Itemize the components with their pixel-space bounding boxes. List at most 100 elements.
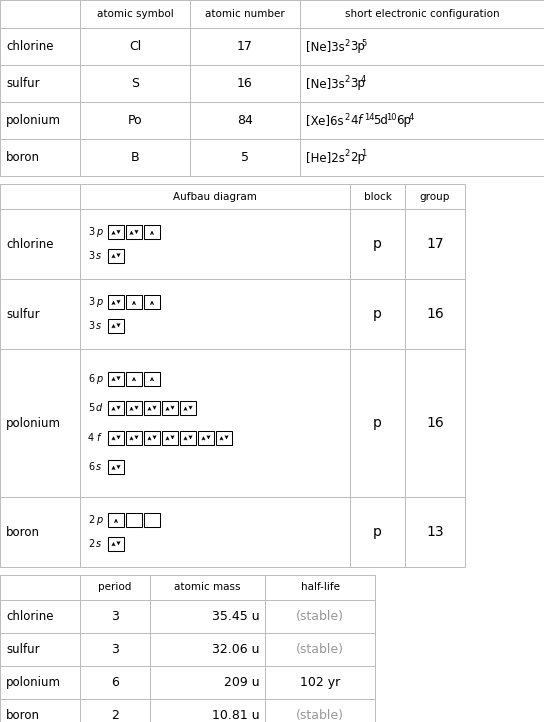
Bar — [108, 431, 124, 445]
Text: 32.06 u: 32.06 u — [213, 643, 260, 656]
Text: 3: 3 — [88, 227, 94, 238]
Bar — [108, 536, 124, 551]
Text: 209 u: 209 u — [224, 676, 260, 689]
Text: 4: 4 — [361, 76, 366, 84]
Bar — [80, 184, 350, 209]
Text: 6: 6 — [88, 373, 94, 383]
Bar — [180, 431, 196, 445]
Bar — [144, 431, 160, 445]
Text: 6: 6 — [88, 462, 94, 472]
Text: 17: 17 — [426, 237, 444, 251]
Bar — [144, 401, 160, 415]
Bar — [190, 0, 300, 28]
Bar — [144, 295, 160, 309]
Text: p: p — [373, 416, 382, 430]
Text: sulfur: sulfur — [6, 643, 40, 656]
Bar — [350, 209, 405, 279]
Text: 2: 2 — [111, 709, 119, 722]
Text: f: f — [96, 432, 100, 443]
Text: 2: 2 — [344, 38, 349, 48]
Text: 5: 5 — [241, 151, 249, 164]
Bar — [0, 184, 80, 209]
Bar — [0, 209, 80, 279]
Text: Aufbau diagram: Aufbau diagram — [173, 191, 257, 201]
Text: 1: 1 — [361, 149, 366, 159]
Bar — [144, 372, 160, 386]
Text: polonium: polonium — [6, 676, 61, 689]
Text: Po: Po — [128, 114, 143, 127]
Bar — [405, 497, 465, 567]
Text: 35.45 u: 35.45 u — [212, 610, 260, 623]
Bar — [216, 431, 232, 445]
Bar — [150, 600, 265, 633]
Text: 4: 4 — [88, 432, 94, 443]
Bar — [0, 102, 80, 139]
Text: p: p — [96, 227, 102, 238]
Bar — [0, 139, 80, 176]
Bar — [0, 0, 80, 28]
Bar — [80, 349, 350, 497]
Text: 2: 2 — [344, 113, 349, 121]
Bar — [300, 65, 544, 102]
Text: 102 yr: 102 yr — [300, 676, 340, 689]
Bar — [180, 401, 196, 415]
Text: boron: boron — [6, 526, 40, 539]
Bar — [300, 139, 544, 176]
Bar — [405, 279, 465, 349]
Bar — [0, 600, 80, 633]
Bar — [108, 295, 124, 309]
Bar — [300, 102, 544, 139]
Bar — [80, 575, 150, 600]
Text: p: p — [96, 297, 102, 308]
Bar — [0, 349, 80, 497]
Text: (stable): (stable) — [296, 643, 344, 656]
Bar — [144, 225, 160, 239]
Text: B: B — [131, 151, 139, 164]
Text: polonium: polonium — [6, 114, 61, 127]
Text: 13: 13 — [426, 525, 444, 539]
Bar — [144, 513, 160, 527]
Text: 2: 2 — [88, 516, 94, 526]
Text: chlorine: chlorine — [6, 238, 53, 251]
Text: block: block — [363, 191, 392, 201]
Bar — [350, 349, 405, 497]
Text: 2: 2 — [344, 76, 349, 84]
Text: 3: 3 — [88, 321, 94, 331]
Text: short electronic configuration: short electronic configuration — [345, 9, 499, 19]
Bar — [108, 248, 124, 263]
Bar — [80, 28, 190, 65]
Text: chlorine: chlorine — [6, 40, 53, 53]
Bar — [0, 65, 80, 102]
Bar — [190, 139, 300, 176]
Bar — [265, 699, 375, 722]
Bar — [108, 318, 124, 333]
Text: 6p: 6p — [396, 114, 411, 127]
Bar — [80, 0, 190, 28]
Text: 5: 5 — [361, 38, 366, 48]
Bar — [0, 633, 80, 666]
Text: 16: 16 — [426, 416, 444, 430]
Text: s: s — [96, 251, 101, 261]
Text: [Ne]3s: [Ne]3s — [306, 40, 345, 53]
Bar — [198, 431, 214, 445]
Text: 2: 2 — [88, 539, 94, 549]
Bar — [0, 699, 80, 722]
Text: [Ne]3s: [Ne]3s — [306, 77, 345, 90]
Bar — [80, 600, 150, 633]
Text: 16: 16 — [426, 307, 444, 321]
Text: (stable): (stable) — [296, 610, 344, 623]
Bar — [80, 666, 150, 699]
Text: 6: 6 — [111, 676, 119, 689]
Text: 3: 3 — [111, 610, 119, 623]
Text: half-life: half-life — [300, 583, 339, 593]
Bar — [0, 497, 80, 567]
Text: boron: boron — [6, 151, 40, 164]
Text: sulfur: sulfur — [6, 77, 40, 90]
Bar — [126, 295, 142, 309]
Bar — [0, 666, 80, 699]
Text: 4: 4 — [409, 113, 414, 121]
Bar — [265, 666, 375, 699]
Text: 3: 3 — [88, 297, 94, 308]
Bar — [80, 102, 190, 139]
Text: sulfur: sulfur — [6, 308, 40, 321]
